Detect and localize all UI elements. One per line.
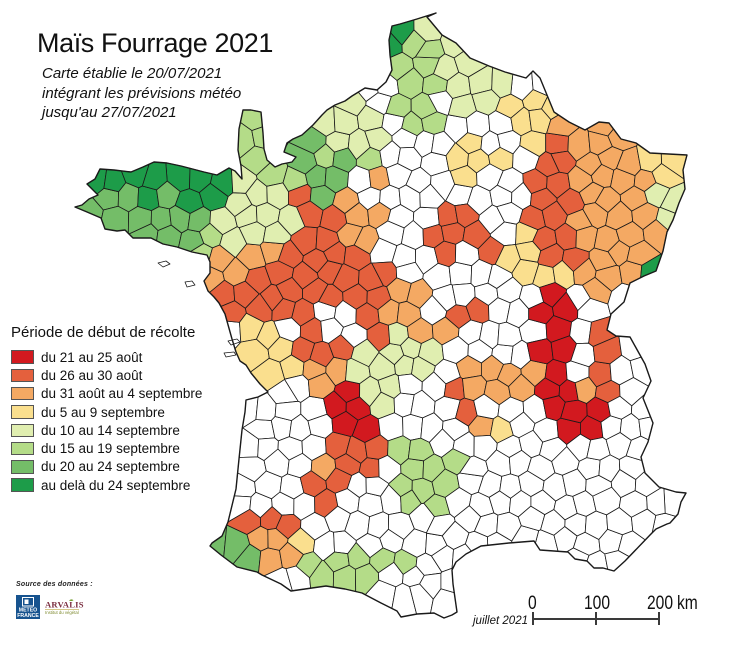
svg-text:FRANCE: FRANCE <box>17 613 39 619</box>
svg-text:ARVALIS: ARVALIS <box>45 600 84 610</box>
svg-text:METEO: METEO <box>19 608 37 614</box>
svg-text:Institut du végétal: Institut du végétal <box>45 610 79 615</box>
